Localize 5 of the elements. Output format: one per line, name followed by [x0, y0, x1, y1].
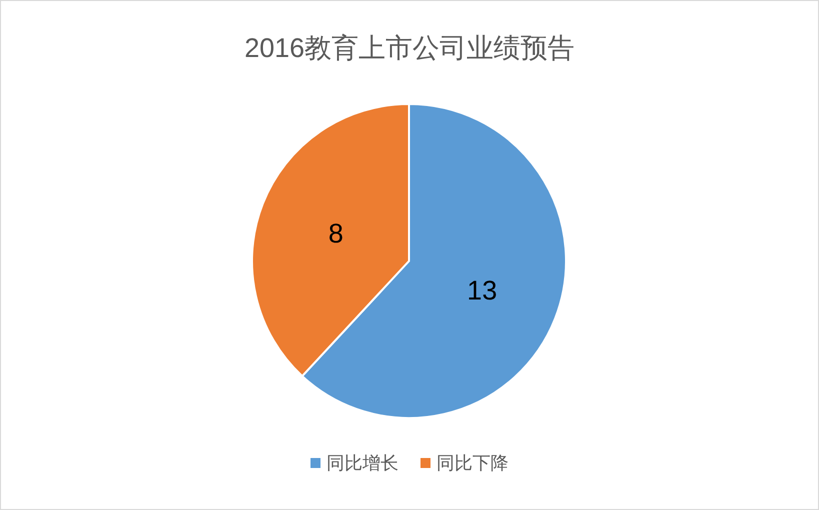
legend-label: 同比增长 [326, 453, 398, 473]
data-label: 13 [467, 276, 498, 306]
legend-label: 同比下降 [436, 453, 508, 473]
chart-title: 2016教育上市公司业绩预告 [244, 33, 575, 63]
data-label: 8 [328, 218, 344, 248]
